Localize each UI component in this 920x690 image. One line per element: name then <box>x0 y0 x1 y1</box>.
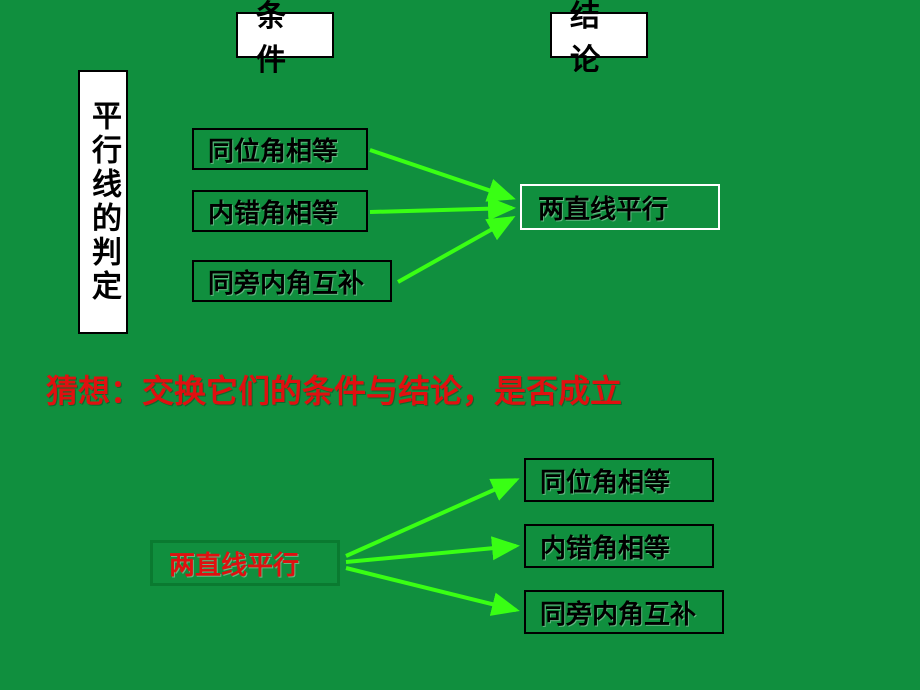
top-condition-2: 同旁内角互补 <box>192 260 392 302</box>
vertical-title: 平行线的判定 <box>78 70 128 334</box>
arrow-top-1 <box>370 208 512 212</box>
arrow-bottom-2 <box>346 568 516 610</box>
header-conclusion: 结论 <box>550 12 648 58</box>
bottom-result-1: 内错角相等 <box>524 524 714 568</box>
header-condition: 条件 <box>236 12 334 58</box>
arrow-top-2 <box>398 218 512 282</box>
top-condition-1: 内错角相等 <box>192 190 368 232</box>
arrow-bottom-1 <box>346 546 516 562</box>
bottom-source: 两直线平行 <box>150 540 340 586</box>
bottom-result-2: 同旁内角互补 <box>524 590 724 634</box>
bottom-result-0: 同位角相等 <box>524 458 714 502</box>
guess-line: 猜想：交换它们的条件与结论，是否成立 <box>46 366 622 412</box>
top-condition-0: 同位角相等 <box>192 128 368 170</box>
top-result: 两直线平行 <box>520 184 720 230</box>
arrows-layer <box>0 0 920 690</box>
arrow-bottom-0 <box>346 480 516 556</box>
arrow-top-0 <box>370 150 512 198</box>
